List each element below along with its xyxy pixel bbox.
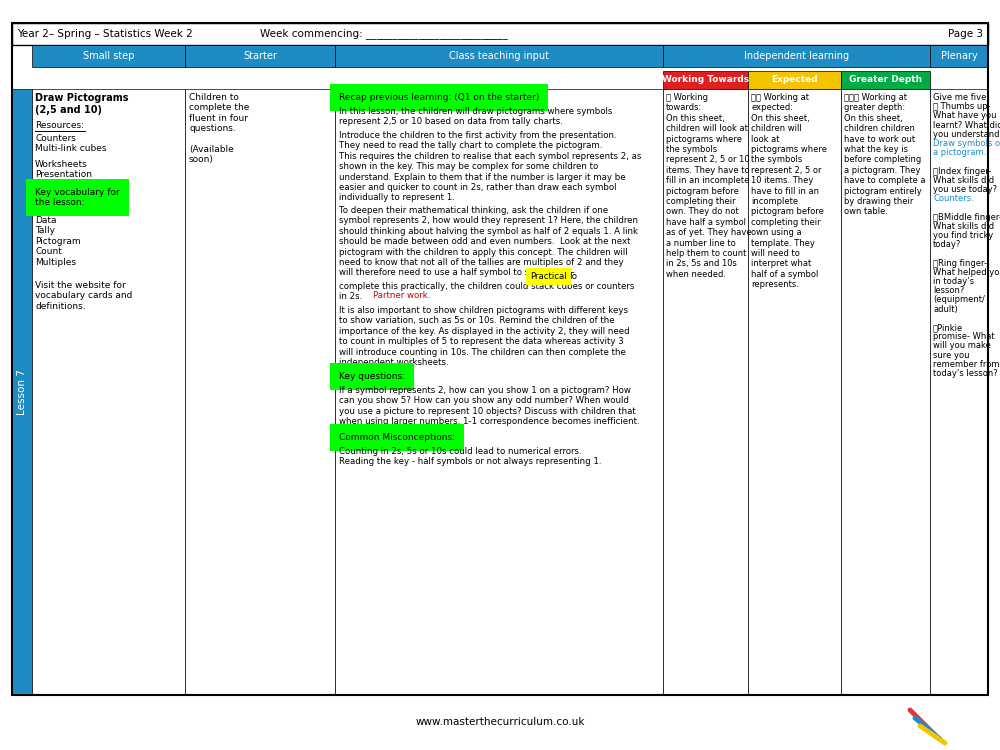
Bar: [32, 45, 185, 67]
Bar: [748, 89, 841, 695]
Bar: [185, 89, 335, 695]
Bar: [663, 89, 748, 695]
Text: Visit the website for
vocabulary cards and
definitions.: Visit the website for vocabulary cards a…: [35, 281, 132, 310]
Text: What helped you: What helped you: [933, 268, 1000, 277]
Text: you find tricky: you find tricky: [933, 231, 993, 240]
Text: today?: today?: [933, 240, 961, 249]
Text: Plenary: Plenary: [941, 51, 977, 61]
Text: ⭐ Working
towards:
On this sheet,
children will look at
pictograms where
the sym: ⭐ Working towards: On this sheet, childr…: [666, 93, 752, 279]
Text: Children to
complete the
fluent in four
questions.

(Available
soon): Children to complete the fluent in four …: [189, 93, 249, 164]
Text: Starter: Starter: [243, 51, 277, 61]
Text: remember from: remember from: [933, 360, 1000, 369]
Text: If a symbol represents 2, how can you show 1 on a pictogram? How
can you show 5?: If a symbol represents 2, how can you sh…: [339, 386, 640, 426]
Text: Counters
Multi-link cubes: Counters Multi-link cubes: [35, 134, 106, 154]
Text: 👉Ring finger-: 👉Ring finger-: [933, 259, 987, 268]
Text: learnt? What did: learnt? What did: [933, 121, 1000, 130]
Text: a pictogram.: a pictogram.: [933, 148, 986, 158]
Text: www.masterthecurriculum.co.uk: www.masterthecurriculum.co.uk: [415, 717, 585, 727]
Text: Page 3: Page 3: [948, 29, 983, 39]
Text: In this lesson, the children will draw pictograms where symbols
represent 2,5 or: In this lesson, the children will draw p…: [339, 107, 612, 127]
Bar: [12, 89, 32, 695]
Bar: [12, 23, 988, 45]
Text: ⭐⭐ Working at
expected:
On this sheet,
children will
look at
pictograms where
th: ⭐⭐ Working at expected: On this sheet, c…: [751, 93, 827, 290]
Text: 💪BMiddle finger-: 💪BMiddle finger-: [933, 212, 1000, 221]
Text: Common Misconceptions:: Common Misconceptions:: [339, 433, 455, 442]
Text: 👍 Thumbs up-: 👍 Thumbs up-: [933, 102, 991, 111]
Bar: [663, 71, 748, 89]
Text: Key questions:: Key questions:: [339, 372, 405, 381]
Bar: [663, 45, 930, 67]
Text: ⭐⭐⭐ Working at
greater depth:
On this sheet,
children children
have to work out
: ⭐⭐⭐ Working at greater depth: On this sh…: [844, 93, 926, 217]
Text: Greater Depth: Greater Depth: [849, 76, 922, 85]
Bar: [335, 89, 663, 695]
Bar: [185, 45, 335, 67]
Text: Lesson 7: Lesson 7: [17, 369, 27, 415]
Text: promise- What: promise- What: [933, 332, 995, 341]
Text: Practical: Practical: [530, 272, 567, 281]
Text: adult): adult): [933, 304, 958, 313]
Text: Small step: Small step: [83, 51, 134, 61]
Bar: [335, 45, 663, 67]
Text: Expected: Expected: [771, 76, 818, 85]
Text: 💛Pinkie: 💛Pinkie: [933, 323, 963, 332]
Text: you understand?: you understand?: [933, 130, 1000, 139]
Text: today’s lesson?: today’s lesson?: [933, 369, 998, 378]
Text: Draw Pictograms
(2,5 and 10): Draw Pictograms (2,5 and 10): [35, 93, 128, 115]
Text: sure you: sure you: [933, 350, 970, 359]
Bar: [12, 23, 988, 695]
Text: Give me five:: Give me five:: [933, 93, 989, 102]
Text: Draw symbols on: Draw symbols on: [933, 139, 1000, 148]
Text: 👆Index finger-: 👆Index finger-: [933, 166, 991, 176]
Text: Partner work.: Partner work.: [373, 292, 430, 301]
Text: Worksheets
Presentation: Worksheets Presentation: [35, 160, 92, 179]
Text: Resources:: Resources:: [35, 121, 84, 130]
Text: complete this practically, the children could stack cubes or counters
in 2s.: complete this practically, the children …: [339, 282, 634, 302]
Text: What skills did: What skills did: [933, 222, 994, 231]
Text: Introduce the children to the first activity from the presentation.
They need to: Introduce the children to the first acti…: [339, 131, 641, 203]
Text: Independent learning: Independent learning: [744, 51, 849, 61]
Text: in today’s: in today’s: [933, 277, 974, 286]
Bar: [841, 89, 930, 695]
Bar: [32, 89, 185, 695]
Text: (equipment/: (equipment/: [933, 296, 985, 304]
Text: Working Towards: Working Towards: [662, 76, 749, 85]
Text: What have you: What have you: [933, 112, 996, 121]
Text: Class teaching input: Class teaching input: [449, 51, 549, 61]
Text: Data
Tally
Pictogram
Count
Multiples: Data Tally Pictogram Count Multiples: [35, 216, 81, 266]
Text: you use today?: you use today?: [933, 185, 997, 194]
Text: Week commencing: ___________________________: Week commencing: _______________________…: [260, 28, 508, 40]
Bar: [748, 71, 841, 89]
Text: It is also important to show children pictograms with different keys
to show var: It is also important to show children pi…: [339, 306, 630, 367]
Text: Counting in 2s, 5s or 10s could lead to numerical errors.
Reading the key - half: Counting in 2s, 5s or 10s could lead to …: [339, 447, 602, 466]
Bar: [930, 89, 988, 695]
Text: Recap previous learning: (Q1 on the starter): Recap previous learning: (Q1 on the star…: [339, 93, 539, 102]
Text: To: To: [569, 272, 578, 281]
Text: Counters.: Counters.: [933, 194, 974, 203]
Text: will you make: will you make: [933, 341, 991, 350]
Text: lesson?: lesson?: [933, 286, 964, 296]
Text: Year 2– Spring – Statistics Week 2: Year 2– Spring – Statistics Week 2: [17, 29, 193, 39]
Bar: [841, 71, 930, 89]
Text: What skills did: What skills did: [933, 176, 994, 184]
Text: To deepen their mathematical thinking, ask the children if one
symbol represents: To deepen their mathematical thinking, a…: [339, 206, 638, 278]
Text: Key vocabulary for
the lesson:: Key vocabulary for the lesson:: [35, 188, 120, 208]
Bar: [930, 45, 988, 67]
